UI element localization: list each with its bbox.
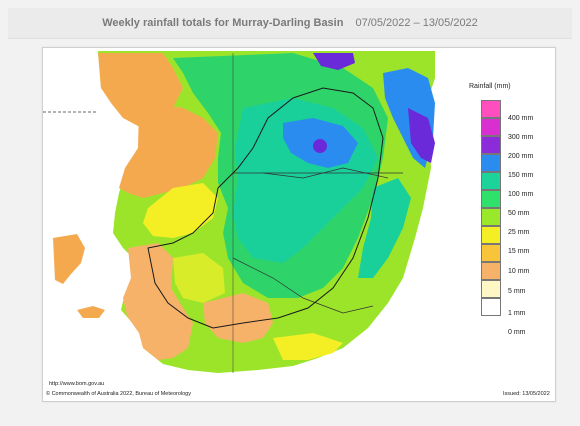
legend-title: Rainfall (mm) <box>469 83 511 90</box>
basin-outline <box>147 87 384 329</box>
legend-label-300: 300 mm <box>508 134 534 141</box>
legend-swatch-200 <box>481 136 501 154</box>
dry-region-south-coast <box>273 333 343 360</box>
legend-swatch-400 <box>481 100 501 118</box>
legend-swatch-1 <box>481 280 501 298</box>
legend-swatch-5 <box>481 262 501 280</box>
legend-label-150: 150 mm <box>508 172 534 179</box>
legend-swatch-15 <box>481 226 501 244</box>
map-title: Weekly rainfall totals for Murray-Darlin… <box>102 17 344 29</box>
state-borders <box>43 53 403 373</box>
legend-swatch-10 <box>481 244 501 262</box>
rainfall-map <box>43 48 555 401</box>
yellow-zone-west <box>143 183 218 238</box>
footer-url[interactable]: http://www.bom.gov.au <box>49 381 105 387</box>
legend-label-5: 5 mm <box>508 288 526 295</box>
map-date-range: 07/05/2022 – 13/05/2022 <box>355 17 478 29</box>
legend-label-10: 10 mm <box>508 268 530 275</box>
dry-region-south <box>203 293 273 343</box>
peninsula <box>53 234 85 284</box>
island-kangaroo <box>77 306 105 318</box>
legend-swatch-150 <box>481 154 501 172</box>
rainfall-peak <box>313 139 327 153</box>
yellow-zone-sw <box>173 253 225 303</box>
legend-label-400: 400 mm <box>508 115 534 122</box>
legend-label-200: 200 mm <box>508 153 534 160</box>
footer-copyright: © Commonwealth of Australia 2022, Bureau… <box>46 391 191 397</box>
dry-region-west <box>119 103 218 198</box>
legend-label-0: 0 mm <box>508 329 526 336</box>
coastal-extreme-rain <box>408 108 435 163</box>
rainfall-map-card: Rainfall (mm) 400 mm 300 mm 200 mm 150 m… <box>42 47 556 402</box>
footer-issued: Issued: 13/05/2022 <box>503 391 550 397</box>
north-purple-cell <box>313 53 355 70</box>
legend-label-25: 25 mm <box>508 229 530 236</box>
legend-swatch-300 <box>481 118 501 136</box>
legend-swatch-100 <box>481 172 501 190</box>
legend-swatch-0 <box>481 298 501 316</box>
dry-region-sw <box>123 243 193 360</box>
legend-label-1: 1 mm <box>508 310 526 317</box>
legend-label-100: 100 mm <box>508 191 534 198</box>
legend-label-50: 50 mm <box>508 210 530 217</box>
legend-swatch-50 <box>481 190 501 208</box>
legend-swatch-25 <box>481 208 501 226</box>
map-title-bar: Weekly rainfall totals for Murray-Darlin… <box>8 8 572 39</box>
legend-label-15: 15 mm <box>508 248 530 255</box>
coastal-teal-strip <box>358 178 411 278</box>
